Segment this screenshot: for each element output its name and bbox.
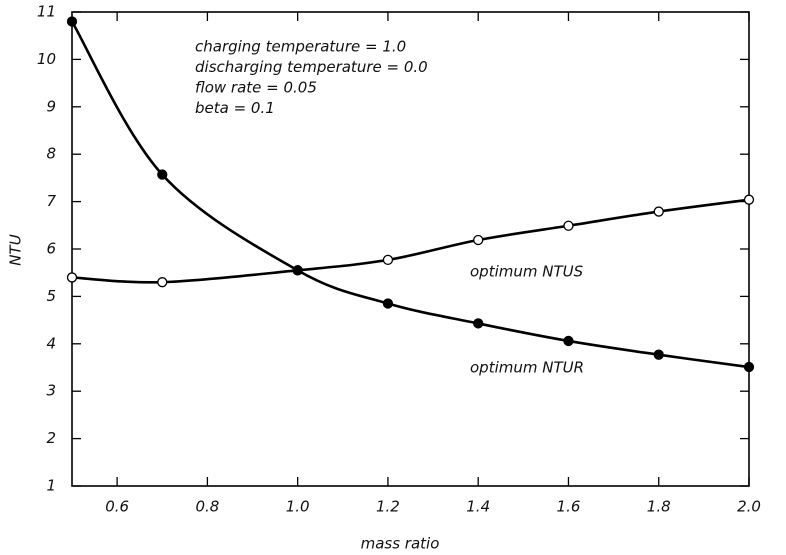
annotation: flow rate = 0.05: [195, 79, 317, 97]
x-tick-label: 0.6: [105, 498, 129, 516]
marker: [473, 318, 484, 329]
x-tick-label: 2.0: [737, 498, 761, 516]
y-tick-label: 2: [46, 429, 56, 447]
marker: [563, 220, 574, 231]
x-tick-label: 1.8: [647, 498, 671, 516]
y-tick-label: 1: [46, 477, 56, 495]
series-label: optimum NTUS: [470, 263, 584, 281]
x-axis-label: mass ratio: [361, 535, 440, 553]
marker: [743, 194, 755, 205]
marker: [653, 206, 664, 217]
plot-frame: [71, 11, 750, 487]
marker: [66, 16, 78, 27]
marker: [382, 298, 394, 309]
y-tick-label: 3: [46, 382, 56, 400]
x-tick-label: 1.2: [376, 498, 400, 516]
x-tick-label: 1.4: [466, 498, 490, 516]
annotation: charging temperature = 1.0: [195, 38, 406, 56]
y-tick-label: 8: [46, 145, 56, 163]
curve: [71, 198, 750, 284]
y-tick-label: 7: [46, 192, 56, 210]
y-axis-label: NTU: [7, 234, 25, 265]
x-tick-label: 1.6: [557, 498, 581, 516]
annotation: discharging temperature = 0.0: [195, 58, 428, 76]
marker: [157, 277, 168, 288]
y-tick-label: 4: [46, 334, 56, 352]
marker: [66, 272, 78, 283]
y-tick-label: 11: [37, 3, 56, 21]
y-tick-label: 10: [37, 50, 56, 68]
marker: [157, 169, 168, 180]
marker: [653, 349, 664, 360]
y-tick-label: 6: [46, 240, 56, 258]
marker: [382, 254, 394, 266]
marker: [563, 335, 574, 347]
series-label: optimum NTUR: [470, 359, 584, 377]
x-tick-label: 1.0: [286, 498, 310, 516]
marker: [473, 234, 484, 246]
y-tick-label: 9: [46, 97, 56, 115]
marker: [743, 361, 755, 373]
annotation: beta = 0.1: [195, 99, 275, 117]
marker: [292, 265, 303, 276]
y-tick-label: 5: [46, 287, 56, 305]
x-tick-label: 0.8: [195, 498, 219, 516]
